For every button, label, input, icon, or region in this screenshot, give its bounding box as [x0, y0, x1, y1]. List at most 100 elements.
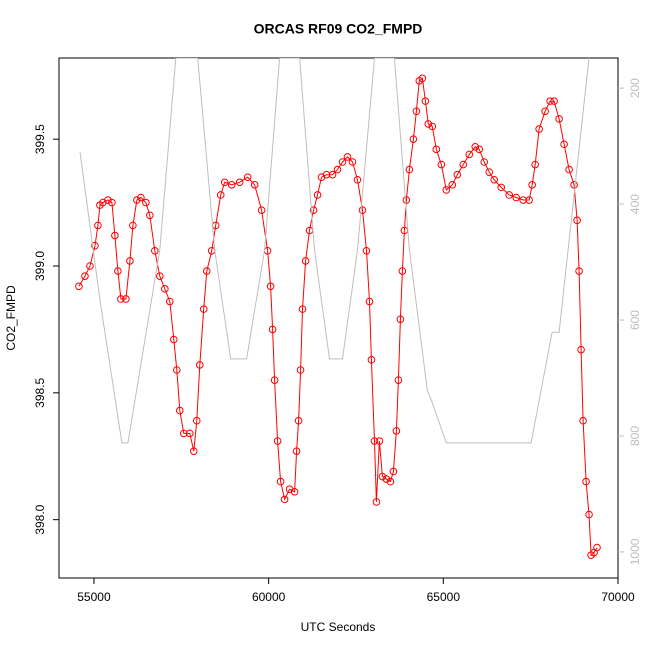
- co2-point: [296, 366, 305, 374]
- co2-point: [165, 297, 174, 306]
- co2-point: [405, 165, 414, 174]
- co2-point: [227, 181, 236, 189]
- co2-point: [338, 158, 347, 166]
- y-tick-label: 399.0: [33, 251, 47, 281]
- co2-point: [273, 437, 282, 445]
- co2-point: [593, 543, 601, 552]
- co2-point: [375, 437, 384, 445]
- co2-point: [579, 416, 587, 425]
- co2-point: [280, 495, 289, 504]
- co2-point: [535, 125, 543, 133]
- y-tick-label: 398.0: [33, 504, 47, 534]
- co2-point: [394, 376, 403, 384]
- co2-point: [475, 145, 484, 154]
- plot-area: [75, 58, 601, 559]
- co2-point: [94, 221, 102, 230]
- co2-point: [575, 267, 583, 275]
- co2-point: [546, 97, 554, 105]
- co2-point: [382, 475, 391, 483]
- x-tick-label: 55000: [77, 590, 111, 604]
- co2-point: [179, 429, 188, 438]
- co2-point: [250, 181, 259, 189]
- co2-point: [333, 165, 342, 174]
- co2-point: [378, 472, 387, 481]
- co2-point: [257, 206, 266, 214]
- y2-tick-label: 600: [628, 310, 642, 330]
- co2-point: [525, 196, 533, 204]
- co2-point: [389, 467, 398, 476]
- co2-point: [268, 325, 277, 334]
- co2-point: [573, 216, 581, 225]
- co2-point: [175, 406, 184, 415]
- co2-point: [126, 257, 134, 265]
- co2-point: [448, 181, 457, 189]
- y2-tick-label: 400: [628, 194, 642, 214]
- co2-point: [585, 510, 593, 519]
- co2-point: [108, 198, 116, 207]
- co2-point: [409, 135, 418, 143]
- y-tick-label: 398.5: [33, 377, 47, 407]
- co2-point: [386, 477, 395, 486]
- co2-point: [442, 186, 451, 194]
- co2-point: [459, 160, 468, 169]
- co2-point: [370, 437, 379, 445]
- co2-point: [91, 241, 99, 250]
- co2-point: [343, 153, 352, 161]
- co2-point: [290, 487, 299, 496]
- co2-point: [365, 297, 374, 306]
- co2-point: [298, 305, 307, 313]
- co2-point: [421, 97, 430, 105]
- co2-point: [86, 262, 94, 270]
- co2-point: [353, 175, 362, 184]
- co2-point: [195, 361, 204, 369]
- co2-point: [490, 175, 499, 184]
- chart-title: ORCAS RF09 CO2_FMPD: [254, 21, 423, 37]
- co2-point: [216, 191, 225, 199]
- co2-point: [497, 183, 506, 192]
- co2-point: [235, 178, 244, 187]
- x-tick-label: 60000: [252, 590, 286, 604]
- co2-point: [437, 160, 446, 169]
- x-tick-label: 65000: [427, 590, 461, 604]
- co2-point: [294, 416, 303, 425]
- co2-point: [276, 477, 285, 486]
- co2-point: [512, 193, 520, 202]
- co2-point: [133, 196, 141, 204]
- co2-point: [189, 447, 198, 455]
- co2-point: [114, 267, 122, 275]
- co2-point: [161, 285, 169, 293]
- co2-point: [582, 477, 590, 486]
- co2-point: [220, 178, 229, 187]
- co2-point: [243, 173, 252, 182]
- co2-point: [396, 315, 405, 324]
- co2-point: [424, 120, 433, 128]
- co2-point: [485, 168, 494, 176]
- co2-point: [372, 498, 381, 506]
- co2-point: [480, 158, 489, 166]
- co2-point: [358, 206, 367, 214]
- co2-point: [81, 272, 89, 280]
- plot-frame: [58, 57, 619, 579]
- co2-point: [519, 196, 527, 204]
- y2-tick-label: 200: [628, 78, 642, 98]
- y-tick-label: 399.5: [33, 124, 47, 154]
- co2-point: [428, 122, 437, 131]
- co2-point: [170, 335, 178, 344]
- co2-point: [117, 295, 125, 303]
- co2-point: [156, 272, 164, 280]
- co2-point: [266, 282, 275, 291]
- co2-point: [362, 246, 371, 255]
- co2-point: [309, 206, 318, 214]
- co2-point: [392, 427, 401, 435]
- co2-point: [313, 191, 322, 199]
- co2-point: [129, 221, 137, 230]
- y2-tick-label: 1000: [628, 538, 642, 565]
- co2-point: [122, 295, 130, 303]
- co2-point: [555, 115, 563, 123]
- co2-point: [418, 74, 427, 83]
- co2-point: [104, 196, 112, 204]
- co2-point: [301, 257, 310, 265]
- co2-point: [560, 140, 568, 149]
- co2-point: [137, 193, 145, 202]
- co2-point: [348, 158, 357, 166]
